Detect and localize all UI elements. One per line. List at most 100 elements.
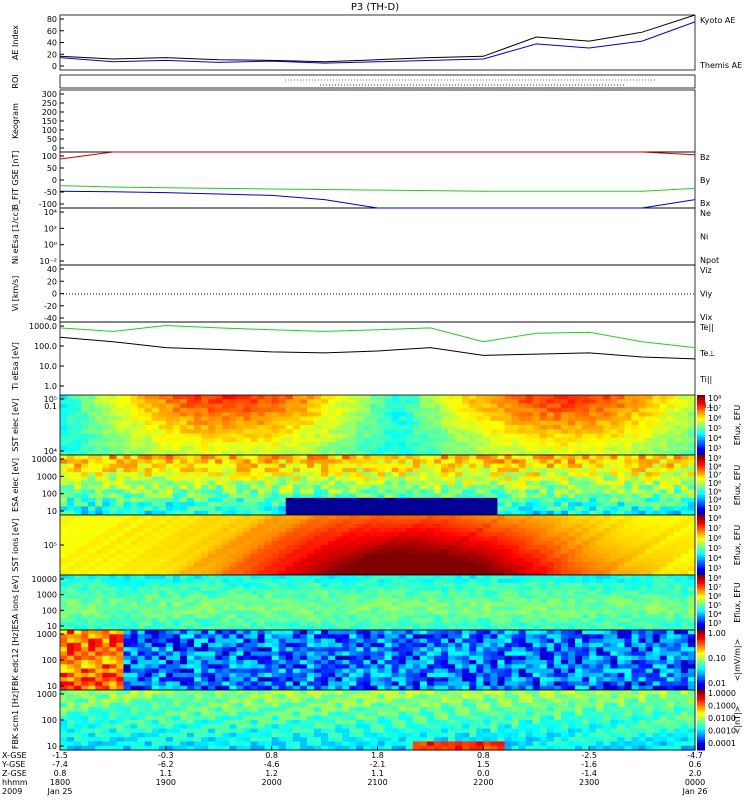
spectrogram-cell [179, 450, 188, 456]
spectrogram-cell [60, 562, 68, 568]
spectrogram-cell [356, 519, 364, 525]
spectrogram-cell [292, 553, 301, 559]
spectrogram-cell [391, 446, 400, 452]
spectrogram-cell [81, 412, 89, 418]
spectrogram-cell [568, 467, 576, 473]
spectrogram-cell [123, 459, 132, 465]
spectrogram-cell [483, 598, 491, 604]
spectrogram-cell [384, 502, 393, 508]
spectrogram-cell [377, 476, 386, 482]
spectrogram-cell [370, 618, 379, 623]
spectrogram-cell [568, 614, 576, 619]
spectrogram-cell [539, 446, 548, 452]
spectrogram-cell [441, 433, 449, 439]
spectrogram-cell [229, 536, 237, 542]
spectrogram-cell [631, 420, 640, 426]
spectrogram-cell [222, 549, 230, 555]
spectrogram-cell [532, 497, 541, 503]
spectrogram-cell [172, 562, 181, 568]
spectrogram-cell [448, 467, 456, 473]
spectrogram-cell [306, 455, 315, 460]
spectrogram-cell [603, 598, 611, 604]
spectrogram-cell [208, 442, 216, 448]
spectrogram-cell [278, 586, 287, 592]
spectrogram-cell [384, 545, 393, 550]
spectrogram-cell [398, 455, 407, 460]
spectrogram-cell [201, 395, 209, 400]
spectrogram-cell [441, 515, 449, 520]
spectrogram-cell [215, 450, 223, 456]
spectrogram-cell [687, 549, 696, 555]
spectrogram-cell [165, 575, 174, 580]
spectrogram-cell [624, 446, 633, 452]
spectrogram-cell [208, 582, 216, 588]
spectrogram-cell [102, 598, 110, 604]
spectrogram-cell [525, 540, 534, 546]
spectrogram-cell [504, 590, 513, 596]
spectrogram-cell [109, 582, 118, 588]
spectrogram-cell [88, 416, 96, 422]
spectrogram-cell [144, 545, 153, 550]
spectrogram-cell [603, 515, 611, 520]
spectrogram-cell [278, 455, 287, 460]
spectrogram-cell [95, 602, 103, 608]
spectrogram-cell [610, 403, 618, 409]
spectrogram-cell [271, 510, 280, 516]
spectrogram-cell [130, 523, 139, 529]
spectrogram-cell [88, 437, 96, 443]
spectrogram-cell [264, 549, 273, 555]
spectrogram-cell [335, 407, 343, 413]
spectrogram-cell [419, 527, 428, 533]
spectrogram-cell [603, 459, 611, 465]
spectrogram-cell [448, 519, 456, 525]
spectrogram-cell [483, 502, 491, 508]
spectrogram-cell [250, 510, 259, 516]
spectrogram-cell [687, 416, 696, 422]
spectrogram-cell [370, 553, 379, 559]
spectrogram-cell [215, 536, 223, 542]
spectrogram-cell [201, 614, 209, 619]
spectrogram-cell [278, 532, 287, 538]
spectrogram-cell [638, 540, 647, 546]
spectrogram-cell [532, 527, 541, 533]
spectrogram-cell [151, 476, 160, 482]
spectrogram-cell [525, 502, 534, 508]
spectrogram-cell [306, 476, 315, 482]
spectrogram-cell [370, 626, 379, 631]
spectrogram-cell [165, 455, 174, 460]
spectrogram-cell [539, 626, 548, 631]
spectrogram-cell [377, 403, 386, 409]
spectrogram-cell [589, 586, 597, 592]
spectrogram-cell [102, 463, 110, 469]
spectrogram-cell [398, 515, 407, 520]
spectrogram-cell [328, 506, 336, 512]
spectrogram-cell [455, 515, 463, 520]
spectrogram-cell [603, 540, 611, 546]
spectrogram-cell [455, 437, 463, 443]
spectrogram-cell [624, 442, 633, 448]
spectrogram-cell [631, 463, 640, 469]
spectrogram-cell [356, 437, 364, 443]
spectrogram-cell [116, 442, 125, 448]
spectrogram-cell [363, 610, 372, 615]
spectrogram-cell [292, 437, 301, 443]
spectrogram-cell [370, 610, 379, 615]
spectrogram-cell [109, 420, 118, 426]
spectrogram-cell [278, 594, 287, 600]
spectrogram-cell [666, 493, 675, 499]
spectrogram-cell [335, 476, 343, 482]
spectrogram-cell [314, 523, 322, 529]
spectrogram-cell [603, 594, 611, 600]
spectrogram-cell [342, 578, 350, 584]
spectrogram-cell [299, 545, 308, 550]
spectrogram-cell [560, 416, 569, 422]
spectrogram-cell [448, 626, 456, 631]
spectrogram-cell [222, 476, 230, 482]
spectrogram-cell [582, 416, 590, 422]
spectrogram-cell [363, 485, 372, 490]
spectrogram-cell [102, 446, 110, 452]
spectrogram-cell [462, 510, 470, 516]
spectrogram-cell [328, 480, 336, 486]
spectrogram-cell [532, 467, 541, 473]
spectrogram-cell [342, 626, 350, 631]
